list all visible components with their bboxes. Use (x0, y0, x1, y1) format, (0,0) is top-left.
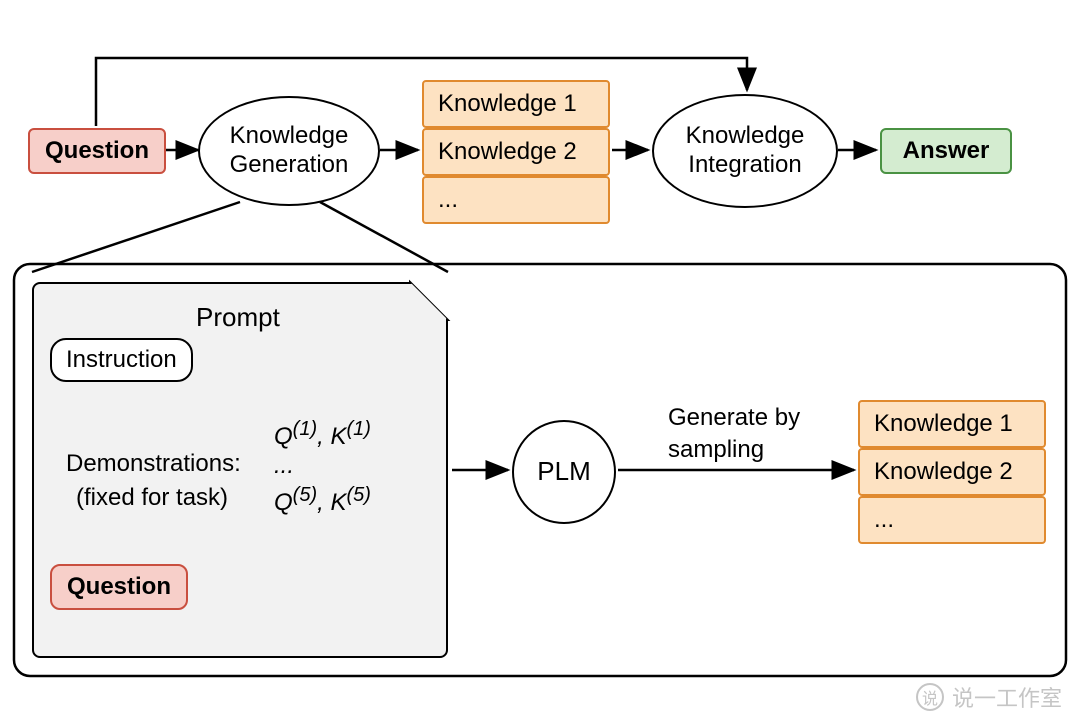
question-box-prompt: Question (50, 564, 188, 610)
knowledge-2-top: Knowledge 2 (422, 128, 610, 176)
knowledge-1-top: Knowledge 1 (422, 80, 610, 128)
watermark-text: 说一工作室 (952, 681, 1062, 713)
knowledge-3-top: ... (422, 176, 610, 224)
knowledge-2-bottom: Knowledge 2 (858, 448, 1046, 496)
question2-label: Question (67, 573, 171, 601)
ki-line2: Integration (688, 151, 801, 180)
instruction-label: Instruction (66, 346, 177, 373)
answer-box: Answer (880, 128, 1012, 174)
knowledge-1-bottom: Knowledge 1 (858, 400, 1046, 448)
prompt-title: Prompt (196, 302, 280, 333)
generate-line2: sampling (668, 436, 764, 464)
k3-label: ... (438, 186, 458, 214)
bk3-label: ... (874, 506, 894, 534)
knowledge-3-bottom: ... (858, 496, 1046, 544)
knowledge-integration-ellipse: Knowledge Integration (652, 94, 838, 208)
instruction-box: Instruction (50, 338, 193, 382)
question-label: Question (45, 137, 149, 165)
k2-label: Knowledge 2 (438, 138, 577, 166)
qk-mid: ... (274, 452, 294, 480)
ki-line1: Knowledge (686, 122, 805, 151)
plm-circle: PLM (512, 420, 616, 524)
watermark-icon: 说 (916, 683, 944, 711)
plm-label: PLM (537, 456, 590, 487)
bk2-label: Knowledge 2 (874, 458, 1013, 486)
demo-line1: Demonstrations: (66, 450, 241, 478)
knowledge-generation-ellipse: Knowledge Generation (198, 96, 380, 206)
question-box-top: Question (28, 128, 166, 174)
k1-label: Knowledge 1 (438, 90, 577, 118)
bk1-label: Knowledge 1 (874, 410, 1013, 438)
kg-line2: Generation (230, 151, 349, 180)
generate-line1: Generate by (668, 404, 800, 432)
kg-line1: Knowledge (230, 122, 349, 151)
answer-label: Answer (903, 137, 990, 165)
qk-row1: Q(1), K(1) (274, 418, 371, 451)
qk-row5: Q(5), K(5) (274, 484, 371, 517)
demo-line2: (fixed for task) (76, 484, 228, 512)
watermark: 说 说一工作室 (916, 681, 1062, 713)
